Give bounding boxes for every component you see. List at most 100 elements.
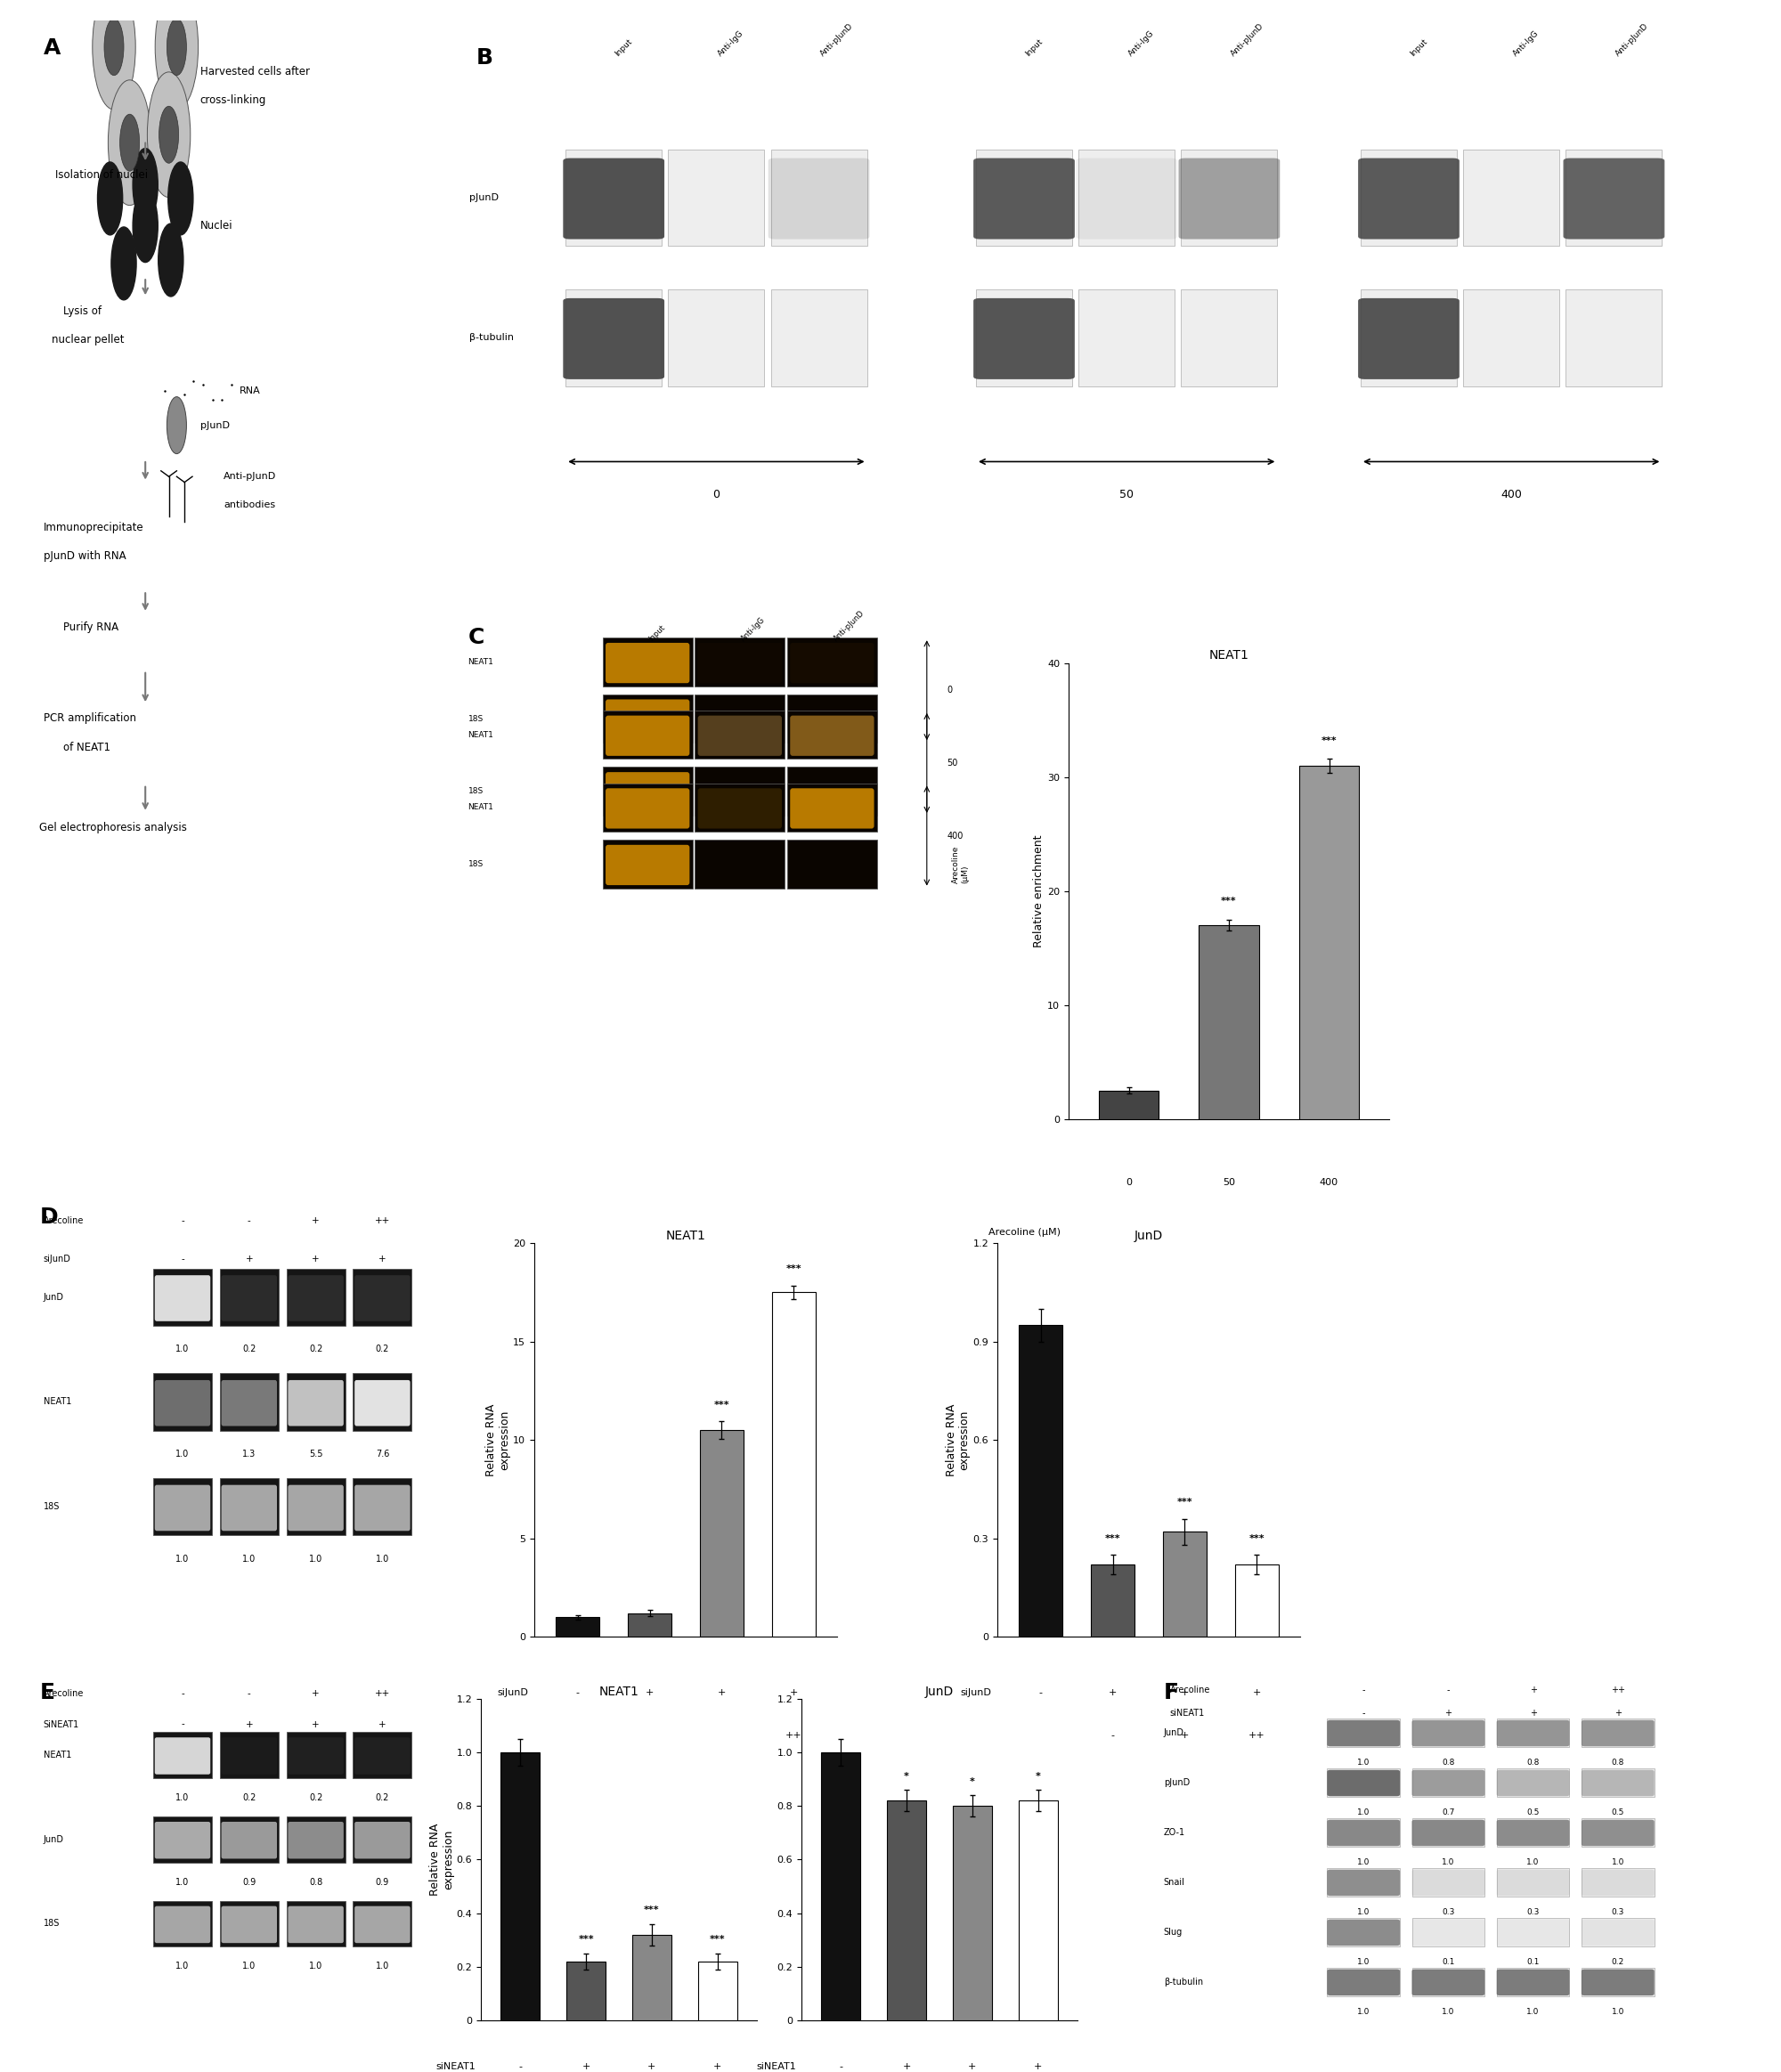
Text: nuclear pellet: nuclear pellet [52,334,125,346]
Bar [1582,1869,1655,1896]
FancyBboxPatch shape [155,1821,210,1859]
FancyBboxPatch shape [289,1380,344,1426]
Bar [153,1268,212,1326]
Text: pJunD: pJunD [199,421,230,429]
FancyBboxPatch shape [791,642,874,684]
Text: -: - [248,1689,251,1699]
Bar [219,1900,278,1948]
Text: ***: *** [1104,1533,1120,1544]
Bar [787,783,876,831]
Text: Arecoline: Arecoline [43,1216,84,1225]
Circle shape [167,19,187,75]
FancyBboxPatch shape [354,1821,410,1859]
Text: 1.0: 1.0 [376,1554,390,1562]
FancyBboxPatch shape [791,787,874,829]
FancyBboxPatch shape [221,1380,278,1426]
Text: 1.0: 1.0 [376,1962,390,1970]
Text: 1.0: 1.0 [1357,1809,1370,1817]
Text: Slug: Slug [1163,1927,1183,1937]
Bar [353,1268,411,1326]
Text: -: - [839,2062,842,2070]
FancyBboxPatch shape [1076,157,1177,238]
Text: 1.0: 1.0 [1357,1908,1370,1917]
Text: Anti-IgG: Anti-IgG [716,29,744,58]
FancyBboxPatch shape [1359,157,1459,238]
Bar [1565,149,1662,247]
Text: -: - [1111,1732,1115,1740]
Text: 400: 400 [1320,1179,1339,1187]
Bar [1412,1819,1485,1846]
Bar [1582,1968,1655,1997]
Bar [602,783,693,831]
Bar [695,839,785,889]
Text: siJunD: siJunD [497,1689,529,1697]
Bar [771,290,867,385]
FancyBboxPatch shape [606,715,689,756]
Text: β-tubulin: β-tubulin [1163,1977,1202,1987]
Text: ***: *** [714,1401,730,1409]
Text: +: + [714,2062,721,2070]
FancyBboxPatch shape [974,157,1074,238]
Text: +: + [1252,1689,1261,1697]
Text: +: + [718,1689,727,1697]
Text: PCR amplification: PCR amplification [43,713,135,723]
Circle shape [109,81,151,205]
Text: antibodies: antibodies [224,501,276,510]
Bar [1412,1767,1485,1796]
Text: 0.9: 0.9 [242,1877,256,1886]
Circle shape [103,19,125,75]
Text: 18S: 18S [43,1502,61,1510]
Text: +: + [1614,1709,1621,1718]
Text: 1.0: 1.0 [1443,1859,1455,1867]
Bar [566,1962,606,2020]
Bar [821,1753,860,2020]
Text: Arecoline (μM): Arecoline (μM) [988,1229,1061,1237]
Bar [1327,1869,1400,1896]
Circle shape [159,224,183,296]
Text: 0.9: 0.9 [376,1877,390,1886]
Y-axis label: Relative RNA
expression: Relative RNA expression [946,1405,971,1475]
Bar [1496,1869,1569,1896]
Text: ++: ++ [374,1689,390,1699]
Bar [1019,1326,1061,1637]
FancyBboxPatch shape [1582,1919,1655,1946]
FancyBboxPatch shape [1582,1869,1655,1896]
Text: +: + [789,1689,798,1697]
Bar [787,839,876,889]
Text: -: - [648,1732,652,1740]
Text: 1.0: 1.0 [1443,2008,1455,2016]
Text: 7.6: 7.6 [376,1450,390,1459]
Text: SiNEAT1: SiNEAT1 [43,1720,80,1728]
Text: Lysis of: Lysis of [62,305,102,317]
Bar [1496,1767,1569,1796]
Text: 0.2: 0.2 [376,1345,390,1353]
FancyBboxPatch shape [1412,1919,1485,1946]
Text: cross-linking: cross-linking [199,95,267,106]
Bar [1582,1718,1655,1747]
FancyBboxPatch shape [1412,1769,1485,1796]
Bar [153,1374,212,1430]
Text: Harvested cells after: Harvested cells after [199,66,310,79]
Text: 0.2: 0.2 [1612,1958,1624,1966]
Bar [219,1817,278,1863]
Text: *: * [969,1778,974,1786]
Text: 0.2: 0.2 [376,1792,390,1803]
FancyBboxPatch shape [698,642,782,684]
Text: *: * [1035,1772,1040,1780]
Bar [153,1817,212,1863]
Bar [632,1935,671,2020]
FancyBboxPatch shape [1327,1720,1400,1747]
Text: 50: 50 [1222,1179,1236,1187]
Circle shape [155,0,198,110]
Text: ***: *** [1322,736,1338,746]
FancyBboxPatch shape [1582,1769,1655,1796]
Text: 1.0: 1.0 [1357,1958,1370,1966]
Text: -: - [575,1689,579,1697]
Bar [1079,290,1175,385]
FancyBboxPatch shape [1582,1819,1655,1846]
Text: Isolation of nuclei: Isolation of nuclei [55,168,148,180]
Text: +: + [312,1720,319,1728]
Text: 0.8: 0.8 [1443,1759,1455,1767]
FancyBboxPatch shape [1582,1720,1655,1747]
Bar [1464,290,1560,385]
